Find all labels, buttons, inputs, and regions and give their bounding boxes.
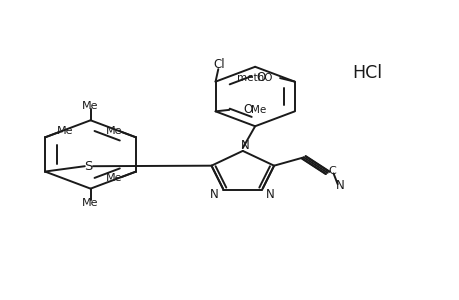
Text: Cl: Cl — [213, 58, 224, 71]
Text: methO: methO — [236, 73, 272, 83]
Text: N: N — [265, 188, 274, 201]
Text: Me: Me — [82, 198, 99, 208]
Text: N: N — [240, 139, 249, 152]
Text: O: O — [242, 103, 252, 116]
Text: Me: Me — [82, 101, 99, 111]
Text: N: N — [209, 188, 218, 201]
Text: HCl: HCl — [351, 64, 381, 82]
Text: S: S — [84, 160, 92, 173]
Text: Me: Me — [251, 105, 266, 115]
Text: Me: Me — [106, 173, 122, 183]
Text: Me: Me — [57, 126, 74, 136]
Text: Me: Me — [106, 126, 122, 136]
Text: C: C — [328, 166, 336, 176]
Text: O: O — [256, 71, 265, 84]
Text: N: N — [336, 179, 344, 192]
